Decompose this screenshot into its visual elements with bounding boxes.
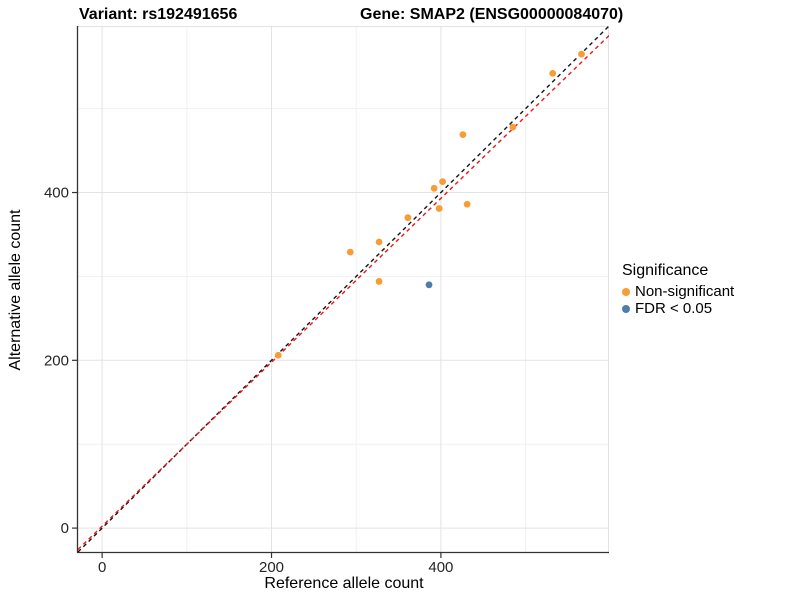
x-tick-label: 0 [98,559,106,576]
data-point-non-significant [274,351,282,359]
data-point-fdr [425,281,433,289]
gene-title: Gene: SMAP2 (ENSG00000084070) [360,6,624,23]
data-point-non-significant [549,69,557,77]
data-point-non-significant [578,50,585,58]
y-tick-label: 0 [61,520,69,537]
y-tick-label: 200 [44,352,69,369]
identity-line [78,26,609,552]
trend-line [78,35,609,551]
legend-dot-fdr-icon [622,304,630,313]
legend-dot-non-significant-icon [622,287,630,296]
y-tick-label: 400 [44,185,69,202]
data-point-non-significant [435,205,443,212]
data-point-non-significant [346,248,354,256]
x-tick-label: 200 [259,559,284,576]
variant-title: Variant: rs192491656 [79,6,238,23]
data-point-non-significant [404,214,412,222]
legend-item-label: FDR < 0.05 [635,300,713,317]
legend-item-fdr: FDR < 0.05 [622,300,734,317]
legend-item-non-significant: Non-significant [622,283,734,300]
data-point-non-significant [430,184,438,192]
data-point-non-significant [375,278,383,285]
data-point-non-significant [459,131,467,139]
data-point-non-significant [439,178,446,186]
legend-title: Significance [622,262,709,279]
legend-item-label: Non-significant [635,283,735,300]
legend: Significance Non-significant FDR < 0.05 [622,262,734,317]
x-tick-label: 400 [428,559,453,576]
y-axis-label: Alternative allele count [7,209,24,371]
data-point-non-significant [509,123,517,131]
x-axis-label: Reference allele count [264,575,424,592]
data-point-non-significant [375,238,383,246]
data-point-non-significant [463,200,471,208]
